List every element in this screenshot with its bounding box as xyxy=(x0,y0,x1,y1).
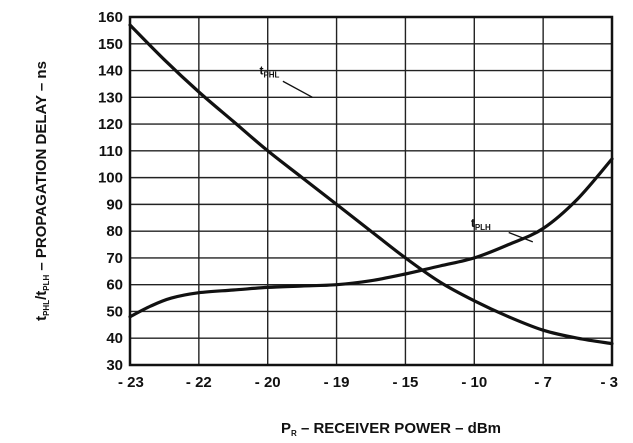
grid xyxy=(129,16,613,366)
x-tick-1: - 22 xyxy=(186,374,212,391)
y-tick-30: 30 xyxy=(106,357,123,374)
y-axis-label: tPHL/tPLH – PROPAGATION DELAY – ns xyxy=(33,61,51,321)
series-label-tPLH: tPLH xyxy=(471,216,491,232)
x-tick-6: - 7 xyxy=(534,374,552,391)
x-axis-label: PR – RECEIVER POWER – dBm xyxy=(281,420,501,438)
series-leader-tPLH xyxy=(508,231,534,243)
y-tick-110: 110 xyxy=(99,143,123,160)
x-axis-label-main: P xyxy=(281,420,291,437)
y-tick-70: 70 xyxy=(106,250,123,267)
y-tick-140: 140 xyxy=(98,63,123,80)
y-tick-150: 150 xyxy=(98,36,123,53)
y-tick-50: 50 xyxy=(106,303,123,320)
series-label-tPHL: tPHL xyxy=(259,64,279,80)
y-axis-label-sub1: PHL xyxy=(42,300,51,316)
x-tick-3: - 19 xyxy=(324,374,350,391)
series-leader-tPHL xyxy=(282,80,313,98)
series-line-tPLH xyxy=(128,157,614,319)
y-axis-label-mid: /t xyxy=(33,291,50,300)
x-axis-label-rest: – RECEIVER POWER – dBm xyxy=(297,420,501,437)
y-tick-40: 40 xyxy=(106,330,123,347)
y-axis-label-t1: t xyxy=(33,316,50,321)
curves: tPHL tPLH xyxy=(128,23,614,346)
x-tick-4: - 15 xyxy=(392,374,418,391)
y-tick-160: 160 xyxy=(98,9,123,26)
series-line-tPHL xyxy=(128,23,614,346)
x-tick-2: - 20 xyxy=(255,374,281,391)
y-tick-60: 60 xyxy=(106,277,123,294)
x-tick-0: - 23 xyxy=(118,374,144,391)
y-axis-label-sub2: PLH xyxy=(42,275,51,291)
x-tick-5: - 10 xyxy=(461,374,487,391)
x-tick-7: - 3 xyxy=(600,374,618,391)
y-tick-labels: 30 40 50 60 70 80 90 100 110 120 130 140 150 160 xyxy=(98,9,123,374)
y-axis-label-rest: – PROPAGATION DELAY – ns xyxy=(33,61,50,275)
y-tick-130: 130 xyxy=(98,89,123,106)
x-tick-labels: - 23 - 22 - 20 - 19 - 15 - 10 - 7 - 3 xyxy=(118,374,618,391)
x-axis-label-sub: R xyxy=(291,429,297,438)
plot-frame xyxy=(128,15,614,367)
y-tick-90: 90 xyxy=(106,196,123,213)
y-tick-80: 80 xyxy=(106,223,123,240)
y-tick-120: 120 xyxy=(98,116,123,133)
y-tick-100: 100 xyxy=(98,170,123,187)
